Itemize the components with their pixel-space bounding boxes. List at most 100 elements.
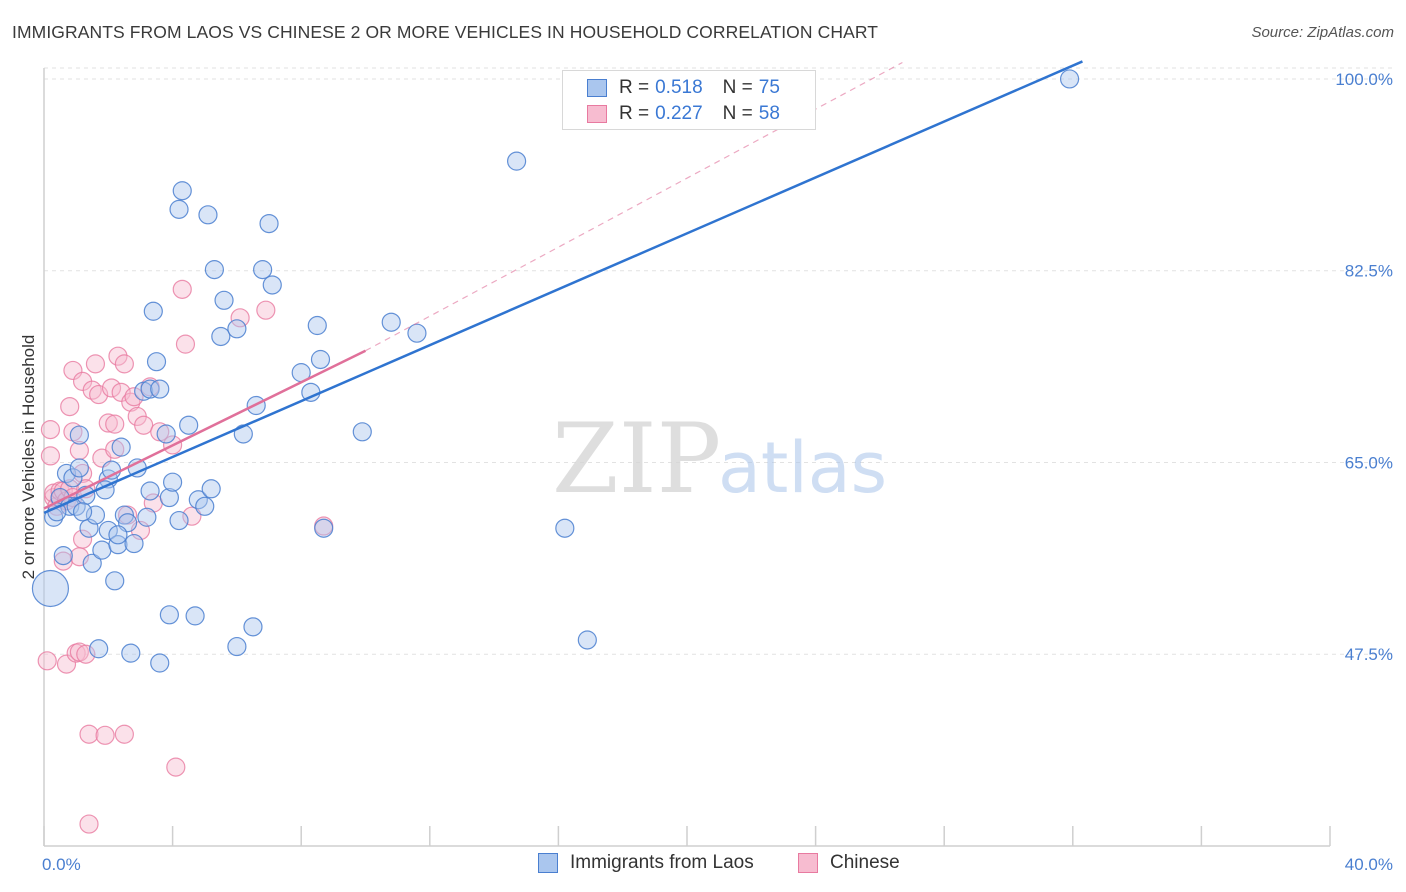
laos-point — [111, 437, 131, 457]
watermark-zip: ZIP — [552, 403, 721, 515]
chinese-point — [172, 279, 192, 299]
legend-r-label: R = — [619, 77, 650, 98]
laos-point — [89, 639, 109, 659]
laos-point — [150, 653, 170, 673]
laos-point — [108, 525, 128, 545]
chinese-point — [124, 387, 144, 407]
chinese-point — [175, 334, 196, 354]
laos-point — [146, 352, 167, 372]
laos-point — [140, 379, 160, 399]
laos-point — [53, 546, 73, 566]
laos-point — [352, 422, 372, 442]
laos-point — [179, 415, 199, 435]
laos-point — [98, 520, 118, 541]
chinese-point — [79, 724, 99, 744]
laos-point — [555, 518, 575, 538]
legend-r-label: R = — [619, 103, 650, 124]
chinese-point — [114, 724, 134, 744]
legend-box: R = 0.518 N = 75 R = 0.227 N = 58 — [562, 70, 816, 130]
laos-point — [137, 507, 157, 527]
chart-title: IMMIGRANTS FROM LAOS VS CHINESE 2 OR MOR… — [12, 22, 879, 42]
y-tick-label: 65.0% — [1345, 453, 1393, 472]
chinese-point — [37, 651, 57, 671]
laos-point — [124, 533, 144, 554]
laos-point — [314, 518, 334, 538]
chinese-trend-line — [43, 349, 367, 510]
chinese-point — [114, 354, 134, 374]
chinese-point — [56, 654, 77, 674]
chinese-point — [230, 308, 250, 328]
chinese-point — [72, 529, 93, 549]
laos-point — [92, 540, 112, 560]
laos-point — [108, 535, 128, 555]
chinese-point — [256, 300, 276, 320]
legend-row-laos: R = 0.518 N = 75 — [587, 76, 780, 100]
laos-point — [31, 569, 70, 608]
chinese-point — [111, 382, 131, 402]
laos-point — [114, 505, 134, 525]
laos-point — [159, 487, 179, 508]
chinese-point — [63, 360, 83, 381]
y-tick-label: 47.5% — [1345, 645, 1393, 664]
laos-point — [381, 312, 401, 332]
laos-point — [159, 605, 179, 625]
laos-point — [150, 379, 170, 399]
laos-point — [407, 323, 427, 343]
y-tick-label: 100.0% — [1335, 70, 1393, 89]
chinese-point — [95, 725, 115, 745]
bottom-legend-swatch-chinese — [798, 853, 818, 873]
laos-point — [227, 319, 247, 339]
legend-row-chinese: R = 0.227 N = 58 — [587, 102, 780, 126]
legend-r-value-chinese: 0.227 — [655, 103, 703, 124]
laos-point — [143, 301, 163, 321]
laos-point — [198, 205, 218, 225]
series-chinese-points — [37, 279, 334, 834]
laos-point — [1059, 69, 1080, 89]
source-label: Source: ZipAtlas.com — [1251, 24, 1394, 41]
chinese-point — [134, 415, 154, 435]
bottom-legend-swatch-laos — [538, 853, 558, 873]
bottom-legend-chinese: Chinese — [798, 852, 900, 874]
grid-lines — [43, 67, 1394, 846]
x-tick-label-min: 0.0% — [42, 855, 81, 874]
watermark: ZIP atlas — [552, 403, 887, 515]
chinese-point — [60, 396, 80, 417]
series-laos-points — [31, 69, 1080, 673]
chinese-point — [79, 814, 99, 834]
laos-point — [259, 214, 279, 234]
laos-point — [105, 571, 125, 591]
laos-point — [121, 643, 141, 663]
bottom-legend-label-chinese: Chinese — [830, 852, 900, 873]
legend-r-value-laos: 0.518 — [655, 77, 703, 98]
chinese-point — [108, 346, 128, 366]
laos-point — [262, 275, 282, 295]
watermark-atlas: atlas — [718, 427, 887, 509]
legend-n-label: N = — [722, 77, 753, 98]
laos-point — [227, 636, 247, 657]
laos-point — [310, 349, 331, 370]
laos-point — [163, 472, 183, 492]
bottom-legend-laos: Immigrants from Laos — [538, 852, 754, 874]
laos-point — [185, 606, 205, 626]
axes — [43, 68, 1330, 847]
chinese-point — [40, 446, 61, 466]
laos-point — [156, 424, 176, 444]
laos-point — [253, 260, 273, 280]
chinese-point — [98, 413, 118, 433]
chinese-point — [121, 392, 141, 412]
legend-n-label: N = — [722, 103, 753, 124]
legend-swatch-chinese — [587, 105, 607, 123]
chinese-point — [166, 757, 186, 777]
laos-point — [577, 630, 597, 650]
laos-point — [169, 510, 189, 531]
laos-point — [172, 181, 192, 201]
laos-point — [169, 199, 189, 219]
y-tick-label: 82.5% — [1345, 262, 1393, 281]
laos-point — [204, 260, 224, 280]
legend-n-value-laos: 75 — [758, 77, 780, 98]
legend-swatch-laos — [587, 79, 607, 97]
laos-point — [211, 326, 231, 347]
x-tick-label-max: 40.0% — [1345, 855, 1393, 874]
y-axis-label: 2 or more Vehicles in Household — [19, 335, 38, 580]
chinese-point — [53, 551, 73, 571]
